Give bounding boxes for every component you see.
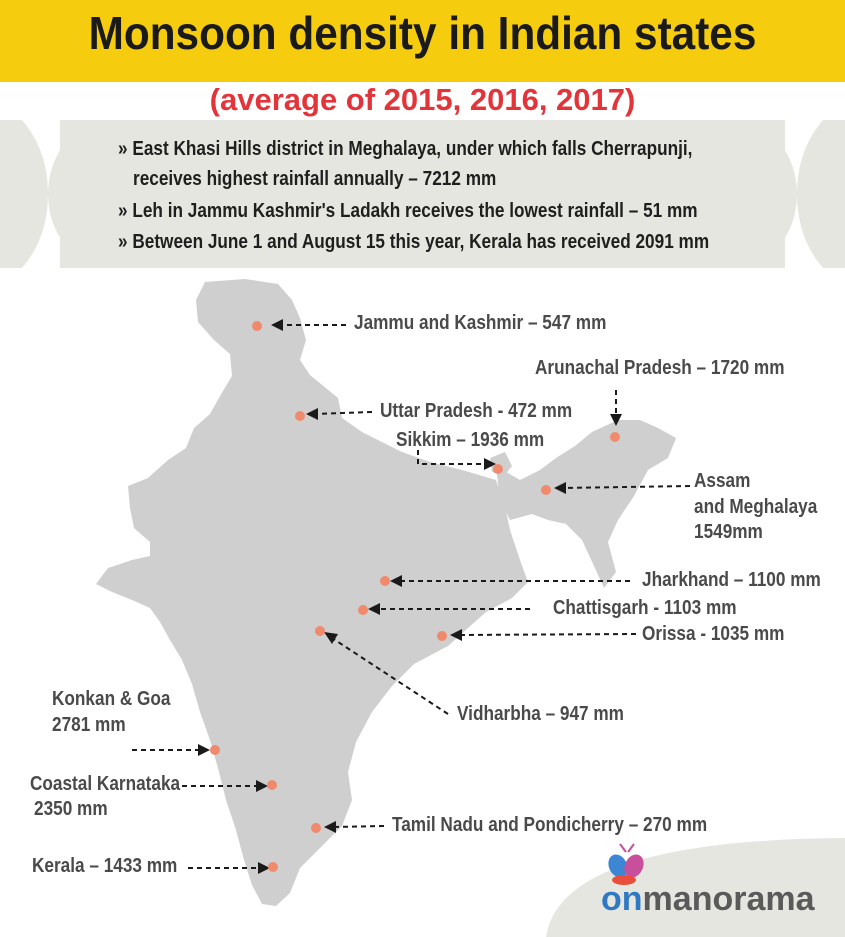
label-konkan-1: Konkan & Goa [52,688,171,710]
label-arunachal: Arunachal Pradesh – 1720 mm [535,357,785,379]
page-subtitle: (average of 2015, 2016, 2017) [209,82,636,117]
dot-orissa [437,631,447,641]
label-sikkim: Sikkim – 1936 mm [396,429,545,451]
label-tamil-nadu: Tamil Nadu and Pondicherry – 270 mm [392,814,708,836]
logo-text-manorama: manorama [642,880,815,918]
page-title: Monsoon density in Indian states [88,7,757,59]
dot-coastal-karnataka [267,780,277,790]
dot-jammu-kashmir [252,321,262,331]
label-orissa: Orissa - 1035 mm [642,623,785,645]
dot-vidharbha [315,626,325,636]
label-karnataka-2: 2350 mm [34,798,108,820]
label-kerala: Kerala – 1433 mm [32,855,178,877]
label-karnataka-1: Coastal Karnataka [30,773,181,795]
label-assam-2: and Meghalaya [694,496,818,518]
fact-line-1: » East Khasi Hills district in Meghalaya… [118,138,693,160]
dot-jharkhand [380,576,390,586]
state-dots [210,321,620,872]
label-konkan-2: 2781 mm [52,714,126,736]
dot-tamil-nadu [311,823,321,833]
label-vidharbha: Vidharbha – 947 mm [457,703,624,725]
dot-assam [541,485,551,495]
fact-line-4: » Between June 1 and August 15 this year… [118,231,710,253]
north-east-region [496,420,676,588]
logo-text-on: on [601,880,643,918]
leader-lines [132,324,691,869]
dot-kerala [268,862,278,872]
fact-line-3: » Leh in Jammu Kashmir's Ladakh receives… [118,200,698,222]
dot-sikkim [493,464,503,474]
title-bar [0,0,845,82]
logo-background [546,838,845,937]
label-assam-1: Assam [694,470,751,492]
dot-uttar-pradesh [295,411,305,421]
dot-chattisgarh [358,605,368,615]
fact-band-background [0,120,845,268]
dot-arunachal [610,432,620,442]
logo-butterfly-icon [608,843,644,885]
fact-line-2: receives highest rainfall annually – 721… [133,168,497,190]
label-chattisgarh: Chattisgarh - 1103 mm [553,597,737,619]
label-uttar-pradesh: Uttar Pradesh - 472 mm [380,400,573,422]
label-jharkhand: Jharkhand – 1100 mm [642,569,821,591]
arrow-heads [198,319,622,874]
label-assam-3: 1549mm [694,521,763,543]
onmanorama-logo: onmanorama [601,880,815,919]
dot-konkan-goa [210,745,220,755]
label-jammu-kashmir: Jammu and Kashmir – 547 mm [354,312,607,334]
india-mainland [96,279,528,906]
